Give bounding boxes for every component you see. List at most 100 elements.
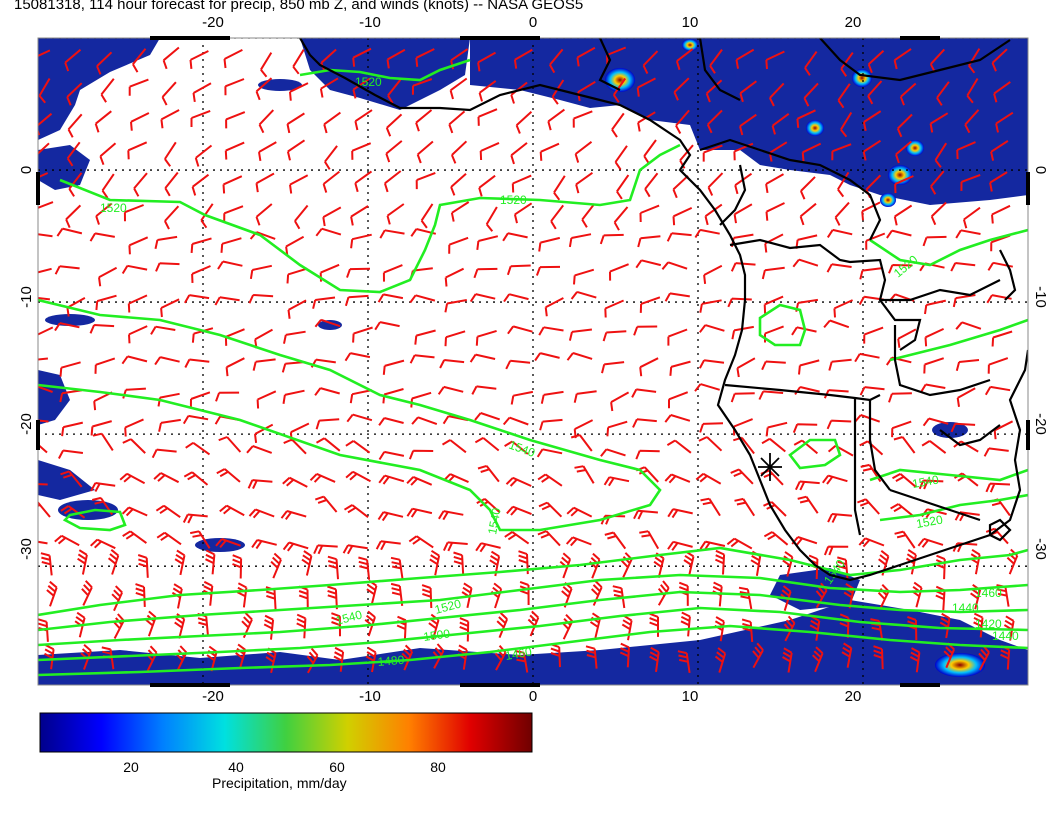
wind-barb xyxy=(344,352,371,362)
contour-label: 1440 xyxy=(992,629,1019,643)
wind-barb xyxy=(162,46,180,70)
wind-barb xyxy=(409,354,435,364)
wind-barb xyxy=(893,48,912,70)
wind-barb xyxy=(121,264,148,275)
wind-barb xyxy=(408,535,434,549)
wind-barb xyxy=(385,140,403,163)
wind-barb xyxy=(575,171,593,194)
wind-barb xyxy=(479,141,500,161)
wind-barb xyxy=(667,508,693,519)
wind-barb xyxy=(387,79,402,104)
coastlines xyxy=(299,38,1028,582)
colorbar-tick: 20 xyxy=(123,759,139,775)
wind-barb xyxy=(799,202,817,226)
wind-barb xyxy=(515,110,533,134)
wind-barb xyxy=(285,235,305,256)
wind-barb xyxy=(314,318,341,328)
wind-barb xyxy=(620,552,633,578)
wind-barb xyxy=(128,325,148,344)
wind-barb xyxy=(89,232,115,242)
wind-barb xyxy=(236,582,248,608)
wind-barb xyxy=(635,449,660,460)
wind-barb xyxy=(550,204,564,230)
wind-barb xyxy=(637,235,661,248)
wind-barb xyxy=(214,296,240,306)
wind-barb xyxy=(841,642,853,668)
wind-barb xyxy=(98,266,118,287)
wind-barb xyxy=(761,437,786,453)
wind-barb xyxy=(420,203,434,229)
wind-barb xyxy=(519,580,530,606)
wind-barb xyxy=(699,324,725,333)
wind-barb xyxy=(327,555,339,580)
wind-barb xyxy=(90,538,116,550)
wind-barb xyxy=(639,296,661,313)
wind-barb xyxy=(352,77,371,99)
wind-barb xyxy=(224,141,245,160)
wind-barb xyxy=(636,77,656,97)
wind-barb xyxy=(867,50,885,74)
wind-barb xyxy=(158,418,181,432)
wind-barb xyxy=(909,647,921,673)
wind-barb xyxy=(38,49,51,57)
wind-barb xyxy=(160,109,180,129)
wind-barb xyxy=(763,295,784,314)
wind-barb xyxy=(934,142,948,168)
lon-tick-top: -10 xyxy=(359,14,381,31)
wind-barb xyxy=(502,232,528,242)
wind-barb xyxy=(733,142,754,161)
wind-barb xyxy=(540,390,564,404)
wind-barb xyxy=(955,229,981,239)
wind-barb xyxy=(225,357,245,377)
wind-barb xyxy=(739,113,757,136)
wind-barb xyxy=(453,551,465,576)
wind-barb xyxy=(218,436,242,453)
wind-barb xyxy=(828,358,852,371)
wind-barb xyxy=(382,359,405,375)
wind-barb xyxy=(730,468,754,485)
wind-barb xyxy=(550,643,561,668)
lon-tick-bottom: 20 xyxy=(845,688,862,705)
wind-barb xyxy=(478,174,496,197)
wind-barb xyxy=(504,440,529,455)
wind-barb xyxy=(235,643,247,670)
wind-barb xyxy=(867,80,883,105)
wind-barb xyxy=(92,432,114,451)
wind-barb xyxy=(80,644,92,670)
wind-barb xyxy=(604,299,625,318)
wind-barb xyxy=(735,48,755,69)
wind-barb xyxy=(616,174,630,200)
wind-barb xyxy=(67,113,83,138)
wind-barb xyxy=(379,229,405,239)
wind-barb xyxy=(780,585,792,611)
wind-barb xyxy=(758,390,784,400)
wind-barb xyxy=(862,110,882,132)
lat-tick-right: 0 xyxy=(1032,166,1049,174)
wind-barb xyxy=(38,483,48,486)
wind-barb xyxy=(246,445,273,454)
wind-barb xyxy=(694,383,720,392)
wind-barb xyxy=(145,610,157,637)
wind-barb xyxy=(286,139,306,161)
wind-barb xyxy=(283,330,306,344)
wind-barb xyxy=(924,327,945,347)
wind-barb xyxy=(182,414,209,425)
wind-barb xyxy=(547,108,565,131)
wind-barb xyxy=(505,476,532,487)
wind-barb xyxy=(812,646,824,673)
wind-barb xyxy=(282,389,305,404)
wind-barb xyxy=(473,267,498,279)
lat-tick-left: -30 xyxy=(18,538,35,560)
precip-area-ne xyxy=(470,38,1028,205)
wind-barb xyxy=(476,235,499,251)
wind-barb xyxy=(991,48,1008,72)
wind-barb xyxy=(38,201,54,209)
wind-barb xyxy=(535,265,561,276)
wind-barb xyxy=(409,294,436,304)
wind-barb xyxy=(726,537,753,550)
wind-barb xyxy=(344,294,369,307)
wind-barb xyxy=(313,544,338,555)
lon-tick-bottom: 0 xyxy=(529,688,537,705)
wind-barb xyxy=(450,201,470,222)
lat-tick-right: -30 xyxy=(1032,538,1049,560)
